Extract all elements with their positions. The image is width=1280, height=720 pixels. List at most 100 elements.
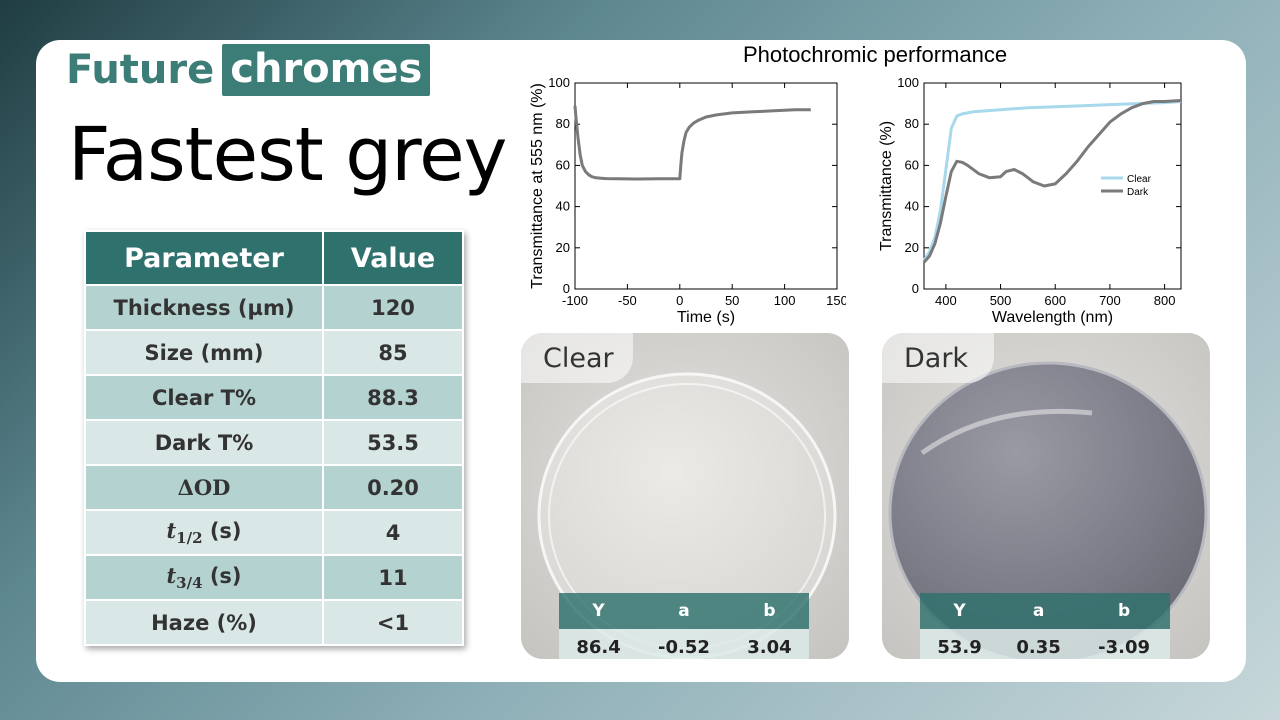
param-name: Dark T% xyxy=(84,419,324,466)
y-tick-label: 20 xyxy=(905,240,919,255)
brand-logo-part1: Future xyxy=(66,47,215,93)
plot-frame xyxy=(923,82,1182,290)
y-axis-label: Transmittance at 555 nm (%) xyxy=(529,83,546,289)
param-math-t: t xyxy=(166,517,177,543)
series-line-0 xyxy=(573,105,811,181)
film-reflection xyxy=(920,408,1093,456)
x-tick-label: -100 xyxy=(562,293,588,308)
film-disc xyxy=(888,361,1208,659)
param-math-delta-od: ΔOD xyxy=(177,475,231,500)
param-name: Thickness (µm) xyxy=(84,284,324,331)
x-tick-label: 600 xyxy=(1044,293,1066,308)
table-row: ΔOD 0.20 xyxy=(84,464,464,511)
param-name: ΔOD xyxy=(84,464,324,511)
header-value: Value xyxy=(322,230,464,286)
x-tick-label: 700 xyxy=(1099,293,1121,308)
color-table-header: Y a b xyxy=(920,593,1170,629)
table-row: Thickness (µm) 120 xyxy=(84,284,464,331)
table-row: t3/4 (s) 11 xyxy=(84,554,464,601)
color-header-y: Y xyxy=(920,593,1000,629)
legend-label: Clear xyxy=(1127,174,1152,185)
param-name: t3/4 (s) xyxy=(84,554,324,601)
table-row: Clear T% 88.3 xyxy=(84,374,464,421)
y-tick-label: 60 xyxy=(556,157,570,172)
param-value: 11 xyxy=(322,554,464,601)
color-table-row: 53.9 0.35 -3.09 xyxy=(920,629,1170,659)
parameter-table: Parameter Value Thickness (µm) 120 Size … xyxy=(84,230,464,646)
param-name: Haze (%) xyxy=(84,599,324,646)
y-tick-label: 0 xyxy=(912,281,919,296)
color-value-a: -0.52 xyxy=(638,629,730,659)
param-value: <1 xyxy=(322,599,464,646)
series-line-dark xyxy=(922,99,1182,264)
param-suffix: (s) xyxy=(202,518,242,543)
legend-label: Dark xyxy=(1127,187,1149,198)
y-axis-label: Transmittance (%) xyxy=(878,121,895,251)
color-value-b: -3.09 xyxy=(1078,629,1170,659)
brand-logo-part2: chromes xyxy=(222,44,431,96)
clear-sample-image xyxy=(521,333,849,659)
table-row: Dark T% 53.5 xyxy=(84,419,464,466)
x-tick-label: -50 xyxy=(618,293,637,308)
wavelength-chart: 400 500 600 700 800 0 20 40 60 80 100 Wavelength (n… xyxy=(878,75,1182,326)
param-math-sub: 1/2 xyxy=(176,529,203,548)
chart-title: Photochromic performance xyxy=(742,42,1008,67)
param-value: 0.20 xyxy=(322,464,464,511)
y-tick-label: 40 xyxy=(556,199,570,214)
param-value: 85 xyxy=(322,329,464,376)
clear-photo: Clear Y a b 86.4 -0.52 3.04 xyxy=(521,333,849,659)
param-name: Size (mm) xyxy=(84,329,324,376)
color-table-row: 86.4 -0.52 3.04 xyxy=(559,629,809,659)
color-value-b: 3.04 xyxy=(729,629,809,659)
series-line-clear xyxy=(922,100,1182,262)
y-tick-label: 20 xyxy=(556,240,570,255)
y-tick-label: 60 xyxy=(905,157,919,172)
color-table-header: Y a b xyxy=(559,593,809,629)
color-value-y: 53.9 xyxy=(920,629,1000,659)
param-value: 53.5 xyxy=(322,419,464,466)
page-title: Fastest grey xyxy=(68,112,507,198)
color-header-a: a xyxy=(999,593,1079,629)
dark-label: Dark xyxy=(882,333,994,383)
y-tick-label: 100 xyxy=(548,75,570,90)
x-axis-label: Wavelength (nm) xyxy=(992,309,1113,326)
x-tick-label: 100 xyxy=(774,293,796,308)
y-tick-label: 0 xyxy=(563,281,570,296)
param-math-t: t xyxy=(166,562,177,588)
y-tick-label: 80 xyxy=(905,116,919,131)
header-parameter: Parameter xyxy=(84,230,324,286)
param-math-sub: 3/4 xyxy=(176,574,203,593)
x-tick-label: 0 xyxy=(676,293,683,308)
x-tick-label: 800 xyxy=(1154,293,1176,308)
param-value: 4 xyxy=(322,509,464,556)
color-value-y: 86.4 xyxy=(559,629,639,659)
param-value: 88.3 xyxy=(322,374,464,421)
dark-color-table: Y a b 53.9 0.35 -3.09 xyxy=(920,593,1170,659)
table-row: Haze (%) <1 xyxy=(84,599,464,646)
param-value: 120 xyxy=(322,284,464,331)
x-tick-label: 50 xyxy=(725,293,739,308)
y-tick-label: 80 xyxy=(556,116,570,131)
clear-color-table: Y a b 86.4 -0.52 3.04 xyxy=(559,593,809,659)
parameter-table-header: Parameter Value xyxy=(84,230,464,286)
table-row: Size (mm) 85 xyxy=(84,329,464,376)
brand-logo: Future chromes xyxy=(66,44,431,96)
y-tick-label: 100 xyxy=(897,75,919,90)
y-tick-label: 40 xyxy=(905,199,919,214)
color-header-y: Y xyxy=(559,593,639,629)
x-tick-label: 400 xyxy=(935,293,957,308)
param-name: Clear T% xyxy=(84,374,324,421)
plot-frame xyxy=(574,82,838,290)
x-tick-label: 150 xyxy=(826,293,846,308)
x-axis-label: Time (s) xyxy=(677,309,735,326)
color-header-a: a xyxy=(638,593,730,629)
param-suffix: (s) xyxy=(202,563,242,588)
time-chart: -100 -50 0 50 100 150 0 20 40 60 80 100 Time (s) Tran… xyxy=(529,75,846,326)
dark-photo: Dark Y a b 53.9 0.35 -3.09 xyxy=(882,333,1210,659)
color-value-a: 0.35 xyxy=(999,629,1079,659)
color-header-b: b xyxy=(1078,593,1170,629)
clear-label: Clear xyxy=(521,333,633,383)
table-row: t1/2 (s) 4 xyxy=(84,509,464,556)
color-header-b: b xyxy=(729,593,809,629)
param-name: t1/2 (s) xyxy=(84,509,324,556)
